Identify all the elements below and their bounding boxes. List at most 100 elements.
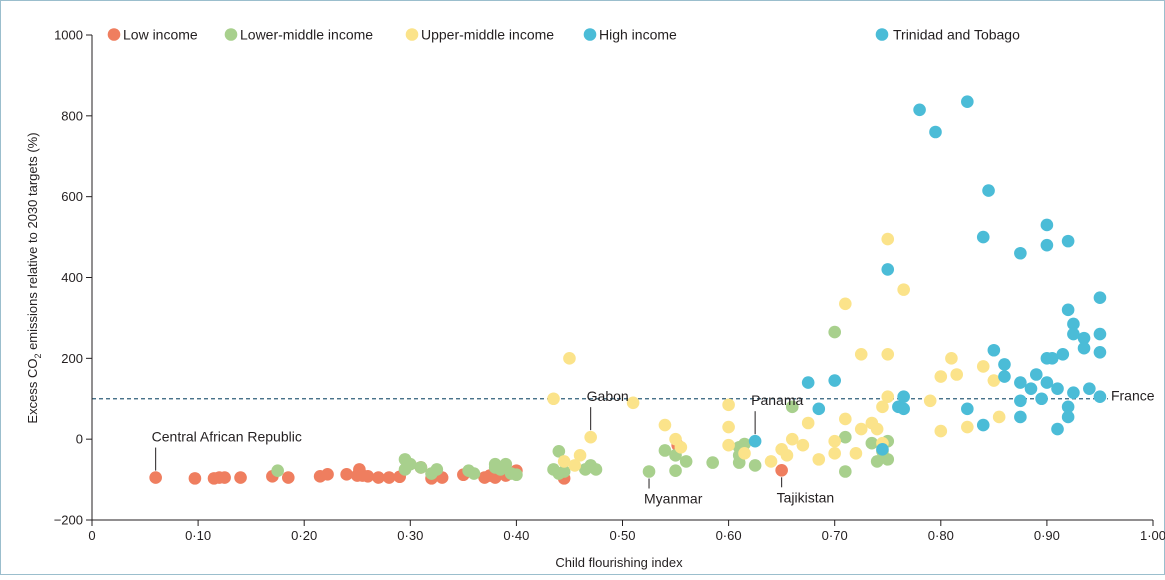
point-high-income: [982, 184, 995, 197]
point-low-income: [188, 472, 202, 485]
point-high-income: [876, 442, 889, 456]
point-high-income: [1093, 345, 1107, 359]
point-upper-middle-income: [801, 416, 815, 430]
point-lower-middle-income: [828, 325, 841, 339]
point-upper-middle-income: [849, 447, 863, 460]
point-upper-middle-income: [839, 297, 852, 311]
point-upper-middle-income: [812, 453, 826, 466]
point-lower-middle-income: [706, 456, 719, 469]
point-upper-middle-income: [828, 447, 841, 460]
point-high-income: [828, 374, 841, 387]
point-upper-middle-income: [881, 232, 895, 246]
point-lower-middle-income: [839, 465, 852, 478]
x-tick-label: 0·40: [503, 528, 529, 543]
point-high-income: [1061, 410, 1075, 424]
point-high-income: [1014, 394, 1027, 408]
annotation-gabon: Gabon: [587, 388, 629, 404]
point-upper-middle-income: [961, 420, 974, 434]
x-tick-label: 0·20: [291, 528, 317, 543]
point-high-income: [929, 125, 942, 139]
annotation-france: France: [1111, 388, 1155, 404]
point-upper-middle-income: [796, 438, 810, 452]
point-high-income: [897, 402, 910, 416]
x-tick-label: 0·80: [928, 528, 954, 543]
point-low-income: [234, 471, 247, 484]
point-upper-middle-income: [584, 430, 597, 444]
point-upper-middle-income: [828, 434, 841, 448]
point-lower-middle-income: [398, 463, 412, 476]
y-tick-label: 400: [61, 270, 83, 285]
point-upper-middle-income: [976, 360, 990, 373]
legend-marker-trinidad-and-tobago: [875, 28, 889, 41]
point-high-income: [976, 418, 990, 432]
legend-marker-upper-middle-income: [405, 28, 419, 41]
point-upper-middle-income: [722, 438, 735, 452]
point-upper-middle-income: [547, 392, 560, 406]
annotation-france-bg: [1107, 387, 1162, 404]
point-upper-middle-income: [563, 352, 576, 365]
point-high-income: [801, 376, 815, 389]
point-low-income: [281, 471, 295, 484]
point-low-income: [149, 471, 162, 484]
point-lower-middle-income: [557, 465, 571, 478]
point-high-income: [998, 370, 1011, 383]
point-upper-middle-income: [780, 449, 794, 462]
x-tick-label: 0·50: [609, 528, 635, 543]
point-high-income: [1077, 341, 1091, 355]
point-high-income: [976, 230, 990, 244]
point-lower-middle-income: [748, 459, 762, 472]
point-high-income: [1051, 382, 1064, 395]
point-high-income: [881, 263, 895, 276]
legend-label-lower-middle-income: Lower-middle income: [240, 27, 373, 43]
point-high-income: [961, 402, 974, 416]
point-lower-middle-income: [669, 464, 682, 477]
point-lower-middle-income: [467, 467, 481, 480]
point-low-income: [340, 468, 353, 481]
point-low-income: [382, 471, 396, 484]
point-upper-middle-income: [658, 418, 672, 432]
point-upper-middle-income: [876, 400, 889, 414]
annotation-myanmar: Myanmar: [644, 491, 703, 507]
point-high-income: [1035, 392, 1048, 406]
y-tick-label: 0: [76, 432, 83, 447]
point-high-income: [897, 390, 910, 404]
point-lower-middle-income: [865, 436, 879, 450]
point-lower-middle-income: [738, 437, 751, 451]
point-lower-middle-income: [430, 463, 444, 476]
point-upper-middle-income: [987, 374, 1001, 387]
point-upper-middle-income: [573, 449, 587, 462]
point-high-income: [1061, 234, 1075, 248]
point-high-income: [1083, 382, 1096, 395]
x-tick-label: 0·30: [397, 528, 423, 543]
point-upper-middle-income: [992, 410, 1006, 424]
point-high-income: [1014, 246, 1027, 260]
legend-label-high-income: High income: [599, 27, 677, 43]
x-tick-label: 0: [88, 528, 95, 543]
y-axis-label: Excess CO2 emissions relative to 2030 ta…: [25, 132, 43, 423]
point-high-income: [913, 103, 926, 117]
point-high-income: [1067, 327, 1080, 341]
point-upper-middle-income: [881, 390, 895, 404]
point-lower-middle-income: [271, 464, 284, 477]
point-upper-middle-income: [881, 347, 895, 361]
point-low-income: [372, 471, 385, 484]
legend-label-trinidad-and-tobago: Trinidad and Tobago: [893, 27, 1020, 43]
point-high-income: [1093, 390, 1107, 404]
x-tick-label: 0·70: [822, 528, 848, 543]
point-high-income: [961, 95, 974, 108]
legend-marker-low-income: [107, 28, 121, 41]
point-high-income: [1040, 376, 1054, 389]
y-tick-label: −200: [54, 513, 83, 528]
point-high-income: [1067, 386, 1080, 399]
point-high-income: [998, 358, 1011, 371]
point-upper-middle-income: [854, 347, 868, 361]
point-low-income: [361, 470, 375, 483]
annotation-panama: Panama: [751, 392, 803, 408]
annotation-central-african-republic: Central African Republic: [152, 429, 302, 445]
point-upper-middle-income: [764, 455, 778, 468]
point-upper-middle-income: [923, 394, 937, 408]
point-upper-middle-income: [722, 420, 735, 434]
annotation-tajikistan: Tajikistan: [777, 489, 835, 505]
